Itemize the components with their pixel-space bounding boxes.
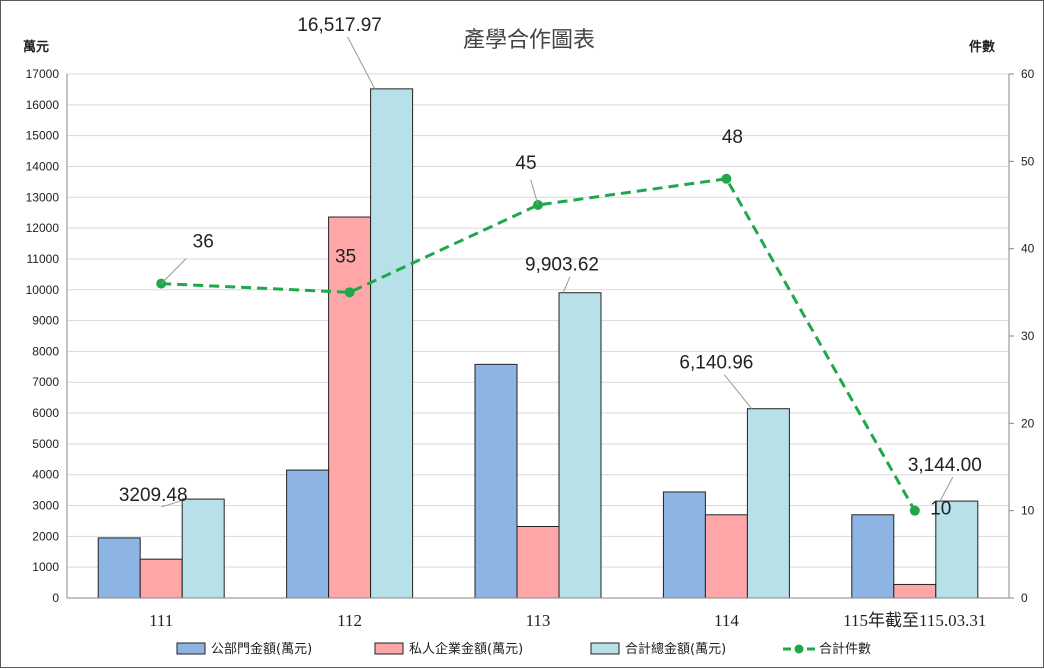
left-tick-label: 3000: [32, 499, 59, 513]
left-tick-label: 14000: [26, 159, 60, 173]
left-tick-label: 17000: [26, 67, 60, 81]
total-value-label: 3,144.00: [908, 455, 982, 476]
left-tick-label: 16000: [26, 98, 60, 112]
left-tick-label: 6000: [32, 406, 59, 420]
bar: [851, 514, 895, 599]
left-tick-label: 1000: [32, 560, 59, 574]
left-tick-label: 12000: [26, 221, 60, 235]
left-tick-label: 13000: [26, 190, 60, 204]
count-point: [909, 505, 920, 516]
left-tick-label: 0: [52, 591, 59, 605]
axes: 0100020003000400050006000700080009000100…: [26, 67, 1035, 630]
bar: [370, 88, 414, 599]
left-tick-label: 10000: [26, 283, 60, 297]
count-value-label: 48: [722, 127, 743, 148]
gridlines: [67, 73, 1009, 599]
bar: [286, 469, 330, 599]
count-point: [721, 173, 732, 184]
data-labels: 3209.48 16,517.97 9,903.62 6,140.96 3,144.00…: [119, 15, 982, 520]
category-label: 115年截至115.03.31: [843, 611, 986, 630]
legend-swatch: [374, 642, 404, 655]
right-tick-label: 60: [1021, 67, 1035, 81]
right-tick-label: 30: [1021, 329, 1035, 343]
total-value-label: 6,140.96: [679, 353, 753, 374]
legend-swatch: [176, 642, 206, 655]
left-tick-label: 9000: [32, 314, 59, 328]
left-tick-label: 7000: [32, 375, 59, 389]
bar: [139, 558, 183, 599]
bar: [746, 408, 790, 599]
bar: [662, 491, 706, 599]
bar: [558, 292, 602, 599]
left-tick-label: 5000: [32, 437, 59, 451]
bars: [97, 88, 979, 599]
bar: [474, 363, 518, 599]
count-value-label: 45: [515, 153, 536, 174]
total-value-label: 16,517.97: [297, 15, 382, 36]
count-line: [156, 173, 920, 516]
right-tick-label: 40: [1021, 242, 1035, 256]
category-label: 111: [149, 611, 173, 630]
right-tick-label: 10: [1021, 504, 1035, 518]
category-label: 113: [526, 611, 551, 630]
right-axis-unit: 件數: [969, 39, 995, 55]
leader-line: [347, 36, 376, 90]
leader-line: [562, 276, 571, 293]
count-value-label: 10: [930, 499, 951, 520]
bar: [704, 514, 748, 599]
legend-marker: [794, 644, 804, 654]
leader-line: [160, 258, 187, 284]
right-tick-label: 20: [1021, 416, 1035, 430]
leader-line: [939, 476, 954, 502]
right-tick-label: 0: [1021, 591, 1028, 605]
count-value-label: 36: [193, 232, 214, 253]
legend-label: 合計件數: [819, 641, 871, 657]
bar: [893, 583, 937, 599]
chart-title: 產學合作圖表: [463, 28, 595, 53]
legend-swatch: [590, 642, 620, 655]
left-tick-label: 15000: [26, 129, 60, 143]
count-value-label: 35: [335, 246, 356, 267]
left-tick-label: 11000: [27, 252, 60, 266]
bar: [97, 537, 141, 599]
left-axis-unit: 萬元: [23, 39, 49, 55]
right-tick-label: 50: [1021, 154, 1035, 168]
count-point: [344, 287, 355, 298]
legend: 公部門金額(萬元) 私人企業金額(萬元) 合計總金額(萬元) 合計件數: [176, 641, 871, 657]
legend-label: 合計總金額(萬元): [625, 641, 726, 657]
total-value-label: 9,903.62: [525, 255, 599, 276]
bar: [516, 525, 560, 599]
total-value-label: 3209.48: [119, 485, 188, 506]
left-tick-label: 4000: [32, 468, 59, 482]
leader-line: [530, 179, 539, 206]
bar: [328, 216, 372, 599]
left-tick-label: 2000: [32, 529, 59, 543]
bar: [181, 498, 225, 599]
leader-line: [724, 374, 752, 410]
category-label: 112: [337, 611, 362, 630]
bar: [935, 500, 979, 599]
count-line-path: [161, 177, 917, 512]
legend-label: 私人企業金額(萬元): [409, 641, 523, 657]
category-label: 114: [714, 611, 739, 630]
left-tick-label: 8000: [32, 344, 59, 358]
leader-line: [161, 498, 187, 508]
legend-label: 公部門金額(萬元): [211, 641, 312, 657]
